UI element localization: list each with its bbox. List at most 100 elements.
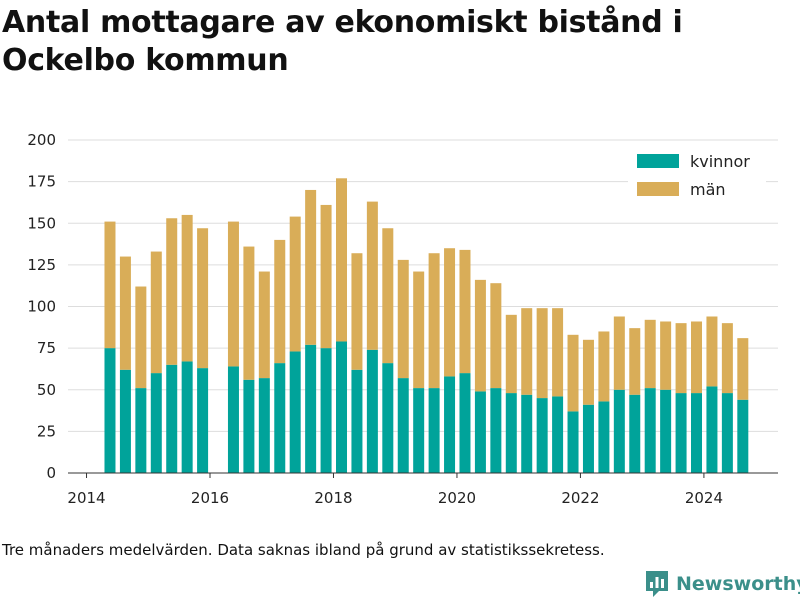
bar-kvinnor [181, 361, 193, 473]
bar-man [336, 178, 348, 342]
bar-man [675, 323, 687, 394]
bar-man [490, 283, 502, 389]
legend-swatch [637, 154, 679, 168]
bar-man [474, 279, 486, 392]
bar-kvinnor [351, 369, 363, 473]
bar-kvinnor [227, 366, 239, 473]
bar-man [644, 319, 656, 389]
bar-kvinnor [721, 393, 733, 473]
bar-kvinnor [737, 399, 749, 473]
bar-kvinnor [706, 386, 718, 473]
bar-man [150, 251, 162, 374]
bar-kvinnor [660, 389, 672, 473]
y-tick-label: 200 [27, 131, 56, 149]
bar-kvinnor [166, 364, 178, 473]
bar-kvinnor [536, 398, 548, 473]
y-tick-label: 150 [27, 214, 56, 232]
bar-kvinnor [382, 363, 394, 473]
bar-man [166, 218, 178, 365]
page-title: Antal mottagare av ekonomiskt bistånd i … [2, 5, 683, 78]
bar-kvinnor [305, 344, 317, 473]
bar-man [382, 228, 394, 364]
bar-kvinnor [459, 373, 471, 473]
bar-man [289, 216, 301, 352]
bar-man [552, 308, 564, 397]
bar-kvinnor [582, 404, 594, 473]
bar-kvinnor [691, 393, 703, 473]
footnote: Tre månaders medelvärden. Data saknas ib… [2, 541, 605, 559]
bar-man [660, 321, 672, 390]
bar-man [181, 214, 193, 362]
bar-man [737, 338, 749, 400]
bar-man [243, 246, 255, 380]
bar-kvinnor [644, 388, 656, 473]
bar-man [135, 286, 147, 389]
x-tick-label: 2024 [685, 489, 723, 507]
bar-man [505, 314, 517, 394]
bar-kvinnor [474, 391, 486, 473]
bars [104, 178, 749, 473]
bar-kvinnor [197, 368, 209, 473]
bar-man [459, 249, 471, 374]
bar-man [320, 204, 332, 349]
bar-man [258, 271, 270, 379]
bar-man [119, 256, 131, 370]
bar-kvinnor [552, 396, 564, 473]
y-tick-label: 25 [37, 422, 56, 440]
bar-man [629, 328, 641, 395]
bar-man [567, 334, 579, 412]
y-axis-ticks: 0 25 50 75 100 125 150 175 200 [27, 131, 56, 482]
bar-man [536, 308, 548, 399]
bar-man [305, 189, 317, 345]
bar-man [428, 253, 440, 389]
bar-man [706, 316, 718, 387]
bar-man [274, 239, 286, 364]
y-tick-label: 175 [27, 173, 56, 191]
y-tick-label: 100 [27, 298, 56, 316]
bar-man [413, 271, 425, 389]
bar-kvinnor [413, 388, 425, 473]
bar-kvinnor [629, 394, 641, 473]
x-tick-label: 2022 [561, 489, 599, 507]
bar-kvinnor [119, 369, 131, 473]
bar-kvinnor [567, 411, 579, 473]
brand-logo[interactable]: Newsworthy [644, 568, 800, 600]
bar-man [613, 316, 625, 390]
bar-kvinnor [613, 389, 625, 473]
bar-kvinnor [444, 376, 456, 473]
bar-kvinnor [320, 348, 332, 473]
bar-kvinnor [428, 388, 440, 473]
bar-kvinnor [598, 401, 610, 473]
bar-man [444, 248, 456, 377]
bar-man [582, 339, 594, 405]
bar-kvinnor [258, 378, 270, 473]
bar-man [721, 323, 733, 394]
bar-man [691, 321, 703, 394]
bar-man [227, 221, 239, 367]
y-tick-label: 75 [37, 339, 56, 357]
x-tick-label: 2016 [191, 489, 229, 507]
legend-label: män [690, 180, 726, 199]
bar-kvinnor [505, 393, 517, 473]
brand-name: Newsworthy [676, 573, 800, 595]
bar-kvinnor [490, 388, 502, 473]
bar-kvinnor [104, 348, 116, 473]
bar-kvinnor [397, 378, 409, 473]
legend-swatch [637, 182, 679, 196]
bar-man [521, 308, 533, 395]
bar-man [366, 201, 378, 350]
bar-man [104, 221, 116, 349]
y-tick-label: 50 [37, 381, 56, 399]
x-tick-label: 2014 [67, 489, 105, 507]
x-tick-label: 2020 [438, 489, 476, 507]
y-tick-label: 125 [27, 256, 56, 274]
legend: kvinnor män [628, 150, 766, 210]
bar-kvinnor [243, 379, 255, 473]
bar-kvinnor [675, 393, 687, 473]
legend-label: kvinnor [690, 152, 750, 171]
bar-kvinnor [274, 363, 286, 473]
bar-kvinnor [289, 351, 301, 473]
bar-kvinnor [366, 349, 378, 473]
bar-kvinnor [150, 373, 162, 473]
